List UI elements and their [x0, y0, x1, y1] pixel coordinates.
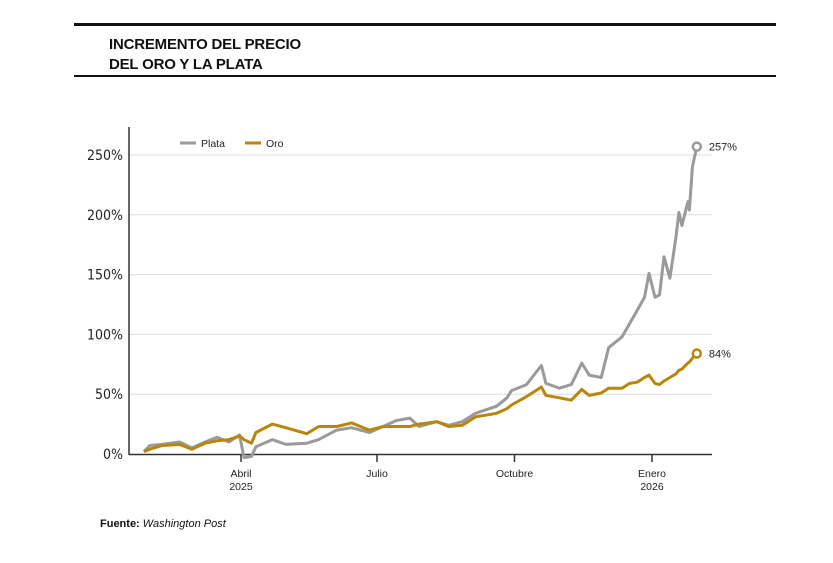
y-tick-label: 0%: [103, 447, 123, 463]
x-tick-label: Enero: [638, 468, 666, 480]
legend-label-oro: Oro: [266, 138, 284, 150]
end-label-plata: 257%: [709, 142, 737, 154]
series-lines: 257% 84%: [142, 141, 737, 460]
legend: Plata Oro: [180, 138, 284, 150]
source-name: Washington Post: [143, 518, 227, 530]
source-note: Fuente: Washington Post: [100, 518, 227, 530]
y-tick-label: 250%: [87, 148, 123, 164]
chart-title-line-2: DEL ORO Y LA PLATA: [109, 56, 263, 73]
y-tick-label: 50%: [95, 387, 123, 403]
x-tick-sublabel: 2025: [229, 481, 253, 493]
title-bottom-rule: [74, 75, 776, 77]
top-rule: [74, 23, 776, 26]
end-label-oro: 84%: [709, 349, 731, 361]
series-line-plata: [142, 146, 699, 460]
end-marker-plata: [691, 141, 703, 152]
y-tick-label: 100%: [87, 327, 123, 343]
x-tick-sublabel: 2026: [640, 481, 664, 493]
legend-label-plata: Plata: [201, 138, 225, 150]
x-tick-label: Julio: [366, 468, 388, 480]
source-label: Fuente:: [100, 518, 140, 530]
chart-title-line-1: INCREMENTO DEL PRECIO: [109, 36, 301, 53]
y-tick-label: 200%: [87, 208, 123, 224]
y-axis-ticks: 0% 50% 100% 150% 200% 250%: [87, 148, 123, 463]
y-tick-label: 150%: [87, 268, 123, 284]
end-marker-oro: [691, 348, 703, 359]
x-tick-label: Octubre: [496, 468, 534, 480]
series-line-oro: [143, 352, 698, 453]
x-tick-label: Abril: [230, 468, 251, 480]
gridlines: [129, 154, 712, 395]
